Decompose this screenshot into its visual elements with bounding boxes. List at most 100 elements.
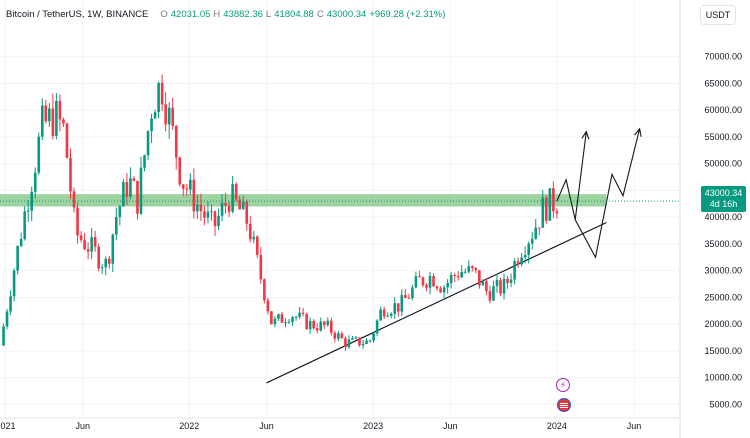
candle-body [382,309,386,317]
open-value: 42031.05 [170,9,211,20]
close-label: C [316,9,324,20]
candle-body [196,204,199,212]
candle-body [270,311,273,325]
symbol-header: Bitcoin / TetherUS, 1W, BINANCE O 42031.0… [6,9,445,20]
projection-path-a-arrowhead [581,130,590,140]
currency-button[interactable]: USDT [700,5,736,25]
candle-body [115,216,118,235]
candle-body [298,312,301,317]
candle-body [83,240,86,250]
y-tick-label: 65000.00 [704,78,742,88]
candle-body [365,340,368,344]
candle-body [146,131,150,156]
candle-body [62,119,65,124]
candle-body [30,191,34,211]
candle-body [266,300,270,312]
y-tick-label: 10000.00 [704,373,742,383]
candle-body [418,276,421,278]
candle-body [333,332,337,339]
candle-body [396,303,400,312]
candle-body [315,328,319,331]
candle-body [548,188,552,221]
candle-body [69,157,72,192]
candle-body [153,112,157,119]
candle-body [541,197,545,228]
candle-body [189,179,192,190]
candle-body [129,178,132,197]
low-value: 41804.88 [274,9,314,20]
candle-body [442,287,446,293]
candle-body [358,337,361,346]
y-tick-label: 35000.00 [704,239,742,249]
candle-body [389,313,393,316]
candle-body [181,184,185,189]
candle-body [330,320,333,333]
candle-body [555,211,559,214]
candle-body [326,320,330,326]
candle-body [19,238,23,246]
candle-body [111,234,115,264]
candle-body [354,337,358,339]
candle-body [545,197,548,221]
x-tick-label: 2022 [179,421,199,431]
projection-path-b-arrowhead [634,127,642,137]
candle-body [523,255,527,258]
candle-body [16,245,19,271]
candle-body [404,295,407,298]
candle-body [104,258,108,268]
candle-body [241,201,245,210]
candle-body [143,155,146,168]
candle-body [492,286,495,301]
candle-body [199,204,203,212]
y-tick-label: 30000.00 [704,266,742,276]
candle-body [337,333,340,339]
candle-body [499,279,502,294]
candle-body [255,236,259,255]
candle-body [132,178,136,181]
candle-body [414,276,418,288]
candle-body [259,254,263,280]
candle-body [552,188,555,212]
candle-body [263,279,266,301]
candle-body [280,314,284,323]
candle-body [252,236,256,240]
close-value: 43000.34 [326,9,367,20]
y-tick-label: 55000.00 [704,132,742,142]
candle-body [203,211,206,218]
candle-body [79,235,83,241]
candle-body [502,278,506,294]
candle-body [527,243,530,256]
candle-body [227,205,231,212]
support-trendline [266,221,607,384]
candle-body [411,287,414,299]
candle-body [40,105,44,137]
candle-body [185,188,189,190]
candle-body [456,276,460,278]
candle-body [167,107,171,125]
candle-body [294,316,298,318]
resistance-zone [0,194,607,207]
candle-body [107,258,111,264]
candle-body [509,279,513,284]
flash-event-icon[interactable]: ⚡ [556,378,570,392]
candle-body [178,157,182,185]
y-tick-label: 70000.00 [704,52,742,62]
candle-body [372,333,375,341]
us-flag-event-icon[interactable] [557,398,571,412]
candle-body [55,100,58,136]
candle-body [291,317,294,322]
symbol-title[interactable]: Bitcoin / TetherUS, 1W, BINANCE [6,9,149,20]
candle-body [51,108,55,136]
candle-body [150,118,153,132]
candle-body [470,266,474,268]
candle-body [407,297,411,299]
candle-body [72,191,76,208]
candle-body [428,276,432,288]
candle-body [23,211,26,239]
candle-body [393,303,397,314]
candle-body [460,271,464,278]
candle-body [192,179,196,212]
candle-body [174,125,178,158]
candle-body [534,227,538,239]
